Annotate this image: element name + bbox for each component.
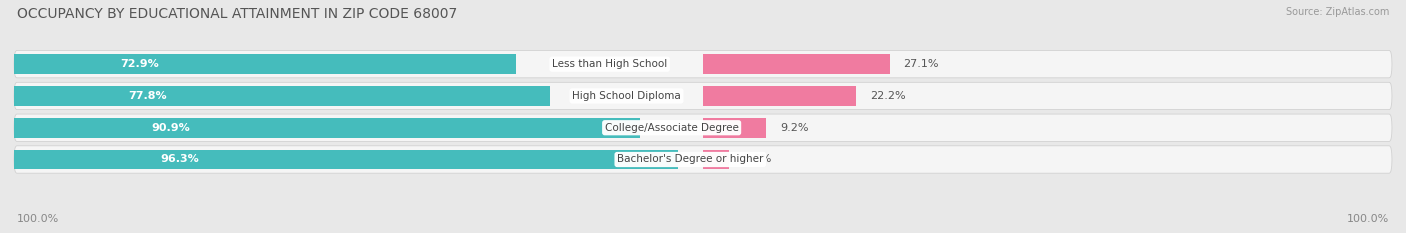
Bar [14,118,640,137]
Text: Less than High School: Less than High School [553,59,668,69]
Bar [703,86,856,106]
Text: OCCUPANCY BY EDUCATIONAL ATTAINMENT IN ZIP CODE 68007: OCCUPANCY BY EDUCATIONAL ATTAINMENT IN Z… [17,7,457,21]
Text: College/Associate Degree: College/Associate Degree [605,123,738,133]
Text: High School Diploma: High School Diploma [572,91,681,101]
Text: 3.8%: 3.8% [742,154,772,164]
FancyBboxPatch shape [14,82,1392,110]
Text: Source: ZipAtlas.com: Source: ZipAtlas.com [1285,7,1389,17]
Text: 77.8%: 77.8% [129,91,167,101]
Bar [14,54,516,74]
Legend: Owner-occupied, Renter-occupied: Owner-occupied, Renter-occupied [583,230,823,233]
Text: 96.3%: 96.3% [160,154,200,164]
Text: 22.2%: 22.2% [870,91,905,101]
FancyBboxPatch shape [14,114,1392,141]
Bar [703,150,730,169]
Text: 72.9%: 72.9% [121,59,159,69]
Text: 90.9%: 90.9% [152,123,190,133]
FancyBboxPatch shape [14,146,1392,173]
Text: 27.1%: 27.1% [904,59,939,69]
Bar [703,54,890,74]
FancyBboxPatch shape [14,51,1392,78]
Text: 100.0%: 100.0% [17,214,59,224]
Text: Bachelor's Degree or higher: Bachelor's Degree or higher [617,154,763,164]
Bar [14,150,678,169]
Bar [14,86,550,106]
Text: 9.2%: 9.2% [780,123,808,133]
Text: 100.0%: 100.0% [1347,214,1389,224]
Bar [703,118,766,137]
